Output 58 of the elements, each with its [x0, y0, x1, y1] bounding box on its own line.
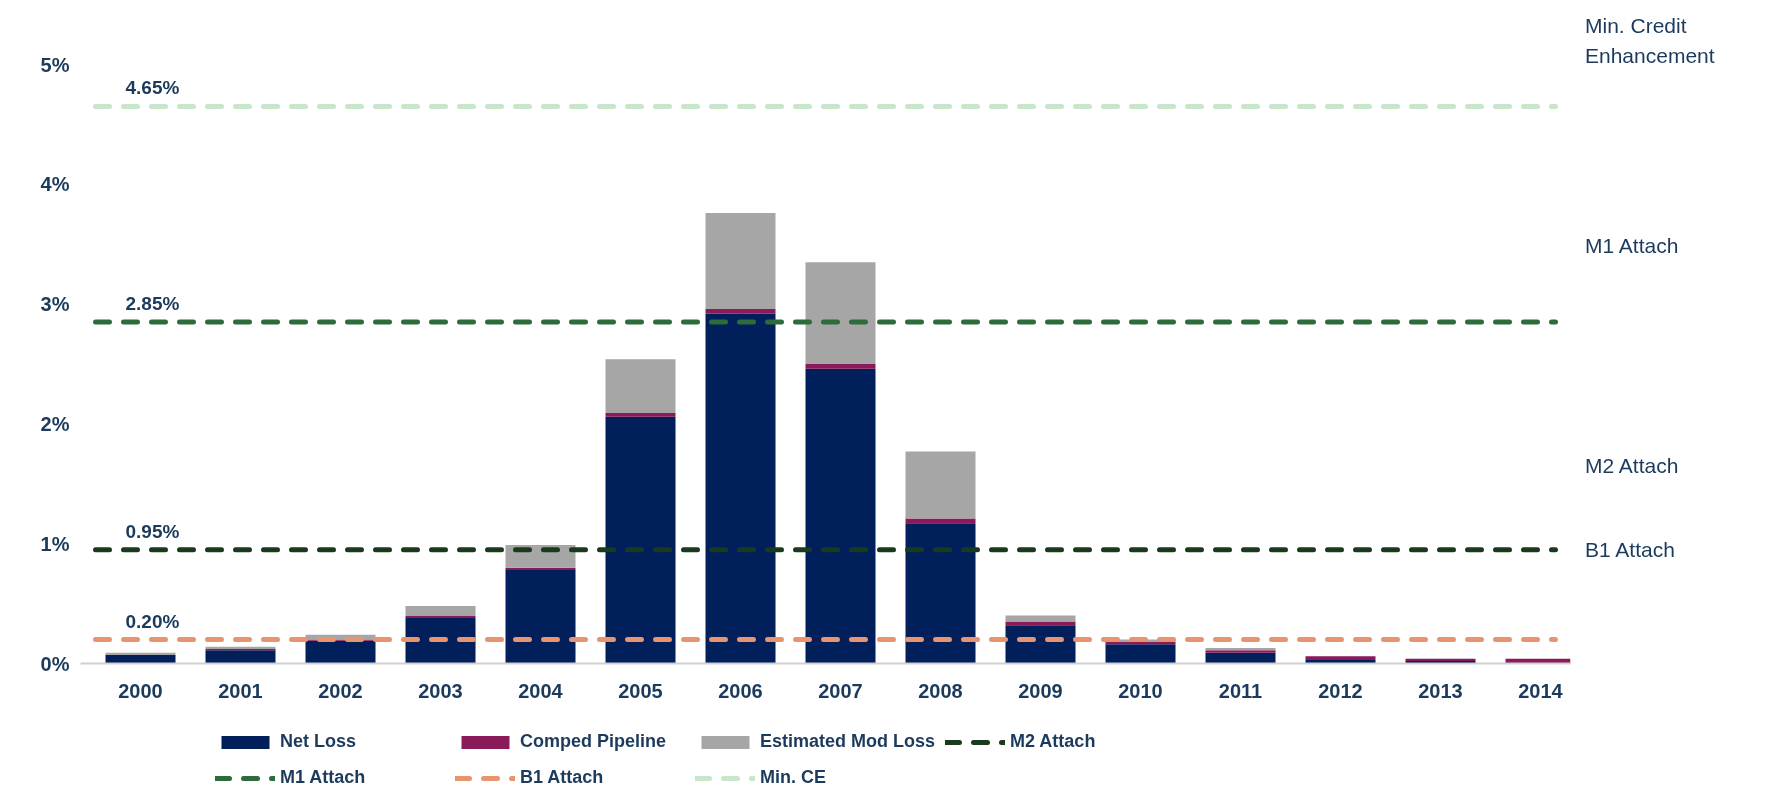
annotation: 2.85% [125, 293, 180, 315]
bar [1005, 615, 1076, 622]
x-tick-label: 2002 [318, 679, 363, 702]
bar [505, 570, 576, 664]
y-tick-label: 5% [40, 53, 70, 76]
bar [705, 308, 776, 314]
legend-label: M1 Attach [280, 767, 367, 788]
bar [305, 640, 376, 664]
legend-label: Net Loss [280, 731, 358, 752]
text: M1 Attach [1585, 233, 1680, 259]
text: Min. Credit Enhancement [1585, 13, 1716, 69]
x-tick-label: 2001 [218, 679, 263, 702]
bar [1005, 625, 1076, 664]
bar [605, 413, 676, 417]
bar [1305, 656, 1376, 660]
bar [205, 650, 276, 664]
bar [1105, 644, 1176, 664]
bar [805, 364, 876, 369]
text: B1 Attach [1585, 537, 1676, 563]
x-tick-label: 2003 [418, 679, 463, 702]
x-tick-label: 2009 [1018, 679, 1063, 702]
annotation: 4.65% [125, 77, 180, 99]
text: M2 Attach [1585, 453, 1680, 479]
legend-label: Comped Pipeline [520, 731, 668, 752]
x-tick-label: 2008 [918, 679, 963, 702]
x-tick-label: 2000 [118, 679, 163, 702]
x-tick-label: 2005 [618, 679, 663, 702]
y-tick-label: 0% [40, 652, 70, 675]
bar [705, 313, 776, 664]
bar [705, 213, 776, 309]
x-tick-label: 2004 [518, 679, 564, 702]
legend-label: Min. CE [760, 767, 827, 788]
annotation: 0.20% [125, 610, 180, 632]
y-tick-label: 3% [40, 293, 70, 316]
y-tick-label: 2% [40, 412, 70, 435]
y-tick-label: 1% [40, 532, 70, 555]
bar [805, 262, 876, 364]
x-tick-label: 2010 [1118, 679, 1163, 702]
x-tick-label: 2007 [818, 679, 863, 702]
bar [905, 451, 976, 519]
x-tick-label: 2014 [1518, 679, 1564, 702]
bar [1205, 652, 1276, 664]
bar [105, 655, 176, 664]
x-tick-label: 2006 [718, 679, 763, 702]
bar [605, 416, 676, 664]
x-tick-label: 2011 [1218, 679, 1263, 702]
bar [905, 523, 976, 664]
bar [605, 359, 676, 414]
bar [405, 617, 476, 664]
annotation: 0.95% [125, 520, 180, 542]
bar [405, 606, 476, 616]
x-tick-label: 2012 [1318, 679, 1363, 702]
legend-label: B1 Attach [520, 767, 605, 788]
y-tick-label: 4% [40, 173, 70, 196]
bar [805, 368, 876, 664]
x-tick-label: 2013 [1418, 679, 1463, 702]
legend-label: M2 Attach [1010, 731, 1097, 752]
legend-label: Estimated Mod Loss [760, 731, 936, 752]
